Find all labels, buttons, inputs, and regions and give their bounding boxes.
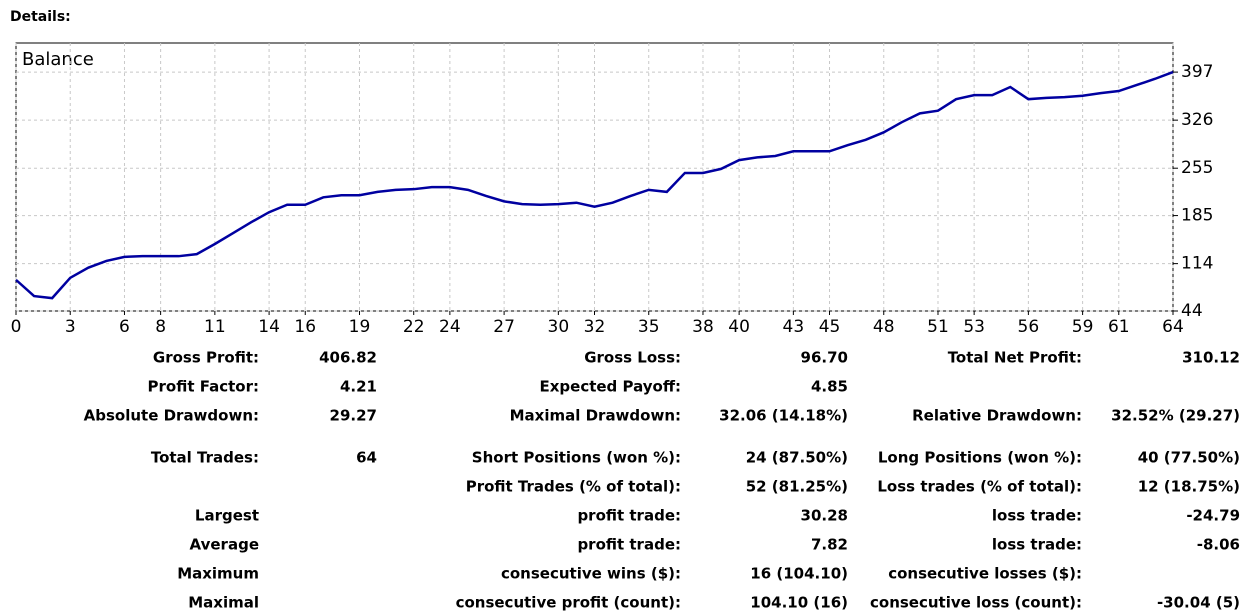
- stat-label: Gross Profit:: [153, 349, 259, 367]
- stat-label: consecutive loss (count):: [870, 594, 1082, 612]
- stat-value: 406.82: [319, 349, 377, 367]
- stat-label: Maximal Drawdown:: [510, 407, 681, 425]
- x-tick-label: 56: [1018, 317, 1040, 337]
- x-tick-label: 30: [548, 317, 570, 337]
- stat-label: Total Net Profit:: [948, 349, 1082, 367]
- stat-label: profit trade:: [577, 536, 681, 554]
- y-tick-label: 397: [1181, 62, 1213, 82]
- x-tick-label: 35: [638, 317, 660, 337]
- stat-value: 32.52% (29.27): [1111, 407, 1240, 425]
- stat-label: Short Positions (won %):: [472, 449, 681, 467]
- y-tick-label: 185: [1181, 206, 1213, 226]
- stat-label: Absolute Drawdown:: [84, 407, 259, 425]
- x-tick-label: 22: [403, 317, 425, 337]
- stat-label: Total Trades:: [151, 449, 259, 467]
- x-tick-label: 27: [493, 317, 515, 337]
- stat-label: loss trade:: [992, 536, 1082, 554]
- y-tick-label: 255: [1181, 158, 1213, 178]
- stat-value: 104.10 (16): [750, 594, 848, 612]
- stat-label: consecutive wins ($):: [501, 565, 681, 583]
- x-tick-label: 24: [439, 317, 461, 337]
- section-title: Details:: [10, 9, 71, 25]
- stat-label: Long Positions (won %):: [878, 449, 1082, 467]
- x-tick-label: 0: [11, 317, 22, 337]
- stat-value: 7.82: [811, 536, 848, 554]
- stat-value: 52 (81.25%): [746, 478, 848, 496]
- stat-value: 4.21: [340, 378, 377, 396]
- stat-label: consecutive losses ($):: [888, 565, 1082, 583]
- stat-label: Relative Drawdown:: [912, 407, 1082, 425]
- stat-label: Average: [190, 536, 259, 554]
- x-tick-label: 59: [1072, 317, 1094, 337]
- stat-label: consecutive profit (count):: [456, 594, 681, 612]
- stat-value: 64: [356, 449, 377, 467]
- stat-value: 29.27: [330, 407, 377, 425]
- stat-value: 16 (104.10): [750, 565, 848, 583]
- x-tick-label: 32: [584, 317, 606, 337]
- stat-value: -30.04 (5): [1157, 594, 1240, 612]
- y-tick-label: 326: [1181, 110, 1213, 130]
- x-tick-label: 6: [119, 317, 130, 337]
- stat-value: 40 (77.50%): [1138, 449, 1240, 467]
- stat-value: 310.12: [1182, 349, 1240, 367]
- x-tick-label: 16: [294, 317, 316, 337]
- stat-label: profit trade:: [577, 507, 681, 525]
- stat-label: Expected Payoff:: [539, 378, 681, 396]
- stat-label: loss trade:: [992, 507, 1082, 525]
- x-tick-label: 48: [873, 317, 895, 337]
- stat-label: Largest: [195, 507, 259, 525]
- stat-label: Loss trades (% of total):: [877, 478, 1082, 496]
- stat-value: 96.70: [801, 349, 848, 367]
- stat-label: Gross Loss:: [584, 349, 681, 367]
- x-tick-label: 61: [1108, 317, 1130, 337]
- stat-label: Maximum: [177, 565, 259, 583]
- stat-value: 30.28: [801, 507, 848, 525]
- x-tick-label: 64: [1162, 317, 1184, 337]
- x-tick-label: 45: [819, 317, 841, 337]
- chart-title: Balance: [22, 49, 94, 70]
- x-tick-label: 43: [783, 317, 805, 337]
- stat-value: 12 (18.75%): [1138, 478, 1240, 496]
- balance-line: [15, 70, 1174, 300]
- y-tick-label: 114: [1181, 254, 1213, 274]
- x-tick-label: 11: [204, 317, 226, 337]
- stat-value: -24.79: [1186, 507, 1240, 525]
- x-tick-label: 3: [65, 317, 76, 337]
- x-tick-label: 8: [155, 317, 166, 337]
- y-tick-label: 44: [1181, 301, 1203, 321]
- x-tick-label: 51: [927, 317, 949, 337]
- x-tick-label: 19: [349, 317, 371, 337]
- stat-label: Maximal: [188, 594, 259, 612]
- stat-value: 32.06 (14.18%): [719, 407, 848, 425]
- stat-label: Profit Factor:: [148, 378, 259, 396]
- stat-value: -8.06: [1197, 536, 1240, 554]
- x-tick-label: 40: [728, 317, 750, 337]
- x-tick-label: 14: [258, 317, 280, 337]
- x-tick-label: 53: [963, 317, 985, 337]
- stat-value: 4.85: [811, 378, 848, 396]
- stat-label: Profit Trades (% of total):: [466, 478, 681, 496]
- stat-value: 24 (87.50%): [746, 449, 848, 467]
- x-tick-label: 38: [692, 317, 714, 337]
